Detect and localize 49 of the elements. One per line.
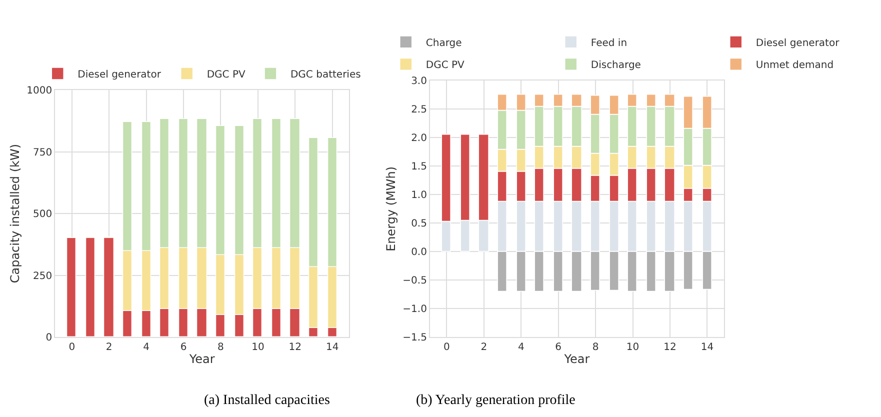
y-tick-label: −1.0 (402, 304, 427, 316)
y-axis-title: Capacity installed (kW) (8, 144, 22, 284)
y-tick-label: 1.5 (411, 162, 427, 173)
x-axis-title: Year (188, 352, 215, 366)
legend-label: Diesel generator (78, 69, 162, 80)
legend-label: Discharge (590, 60, 641, 72)
y-tick-label: 750 (33, 147, 52, 158)
legend-label: Unmet demand (756, 60, 834, 72)
y-tick-label: −0.5 (402, 276, 427, 287)
y-axis-title: Energy (MWh) (384, 166, 398, 252)
x-tick-label: 4 (518, 342, 524, 354)
x-tick-label: 0 (68, 342, 76, 354)
y-tick-label: 2.5 (411, 104, 427, 116)
x-tick-label: 12 (664, 342, 676, 354)
y-tick-label: −1.5 (402, 332, 427, 344)
x-tick-label: 14 (700, 342, 714, 354)
x-tick-label: 2 (106, 342, 112, 354)
x-axis-title: Year (563, 352, 590, 366)
x-tick-label: 10 (252, 342, 264, 354)
legend-label: DGC PV (426, 60, 465, 72)
x-tick-label: 8 (218, 342, 224, 354)
legend-label: Diesel generator (756, 38, 840, 49)
x-tick-label: 10 (626, 342, 640, 354)
y-tick-label: 500 (33, 209, 52, 220)
x-tick-label: 14 (326, 342, 339, 354)
y-tick-label: 0.0 (411, 247, 427, 258)
y-tick-label: 250 (33, 270, 52, 282)
x-tick-label: 0 (444, 342, 450, 354)
x-tick-label: 2 (480, 342, 488, 354)
x-tick-label: 4 (143, 342, 150, 354)
legend-label: Charge (426, 38, 462, 49)
y-tick-label: 3.0 (411, 76, 427, 88)
y-tick-label: 1000 (26, 86, 52, 97)
x-tick-label: 12 (288, 342, 302, 354)
legend-label: DGC PV (206, 69, 246, 80)
y-tick-label: 2.0 (411, 133, 427, 144)
y-tick-label: 1.0 (411, 190, 427, 202)
bar (66, 237, 76, 338)
y-tick-label: 0 (46, 332, 52, 344)
bar (103, 237, 114, 338)
text: (a) Installed capacities (204, 393, 330, 408)
legend-label: DGC batteries (290, 69, 361, 80)
x-tick-label: 6 (555, 342, 562, 354)
y-tick-label: 0.5 (411, 218, 427, 230)
text: (b) Yearly generation profile (416, 393, 576, 408)
bar (85, 237, 96, 338)
x-tick-label: 6 (180, 342, 187, 354)
legend-label: Feed in (590, 38, 628, 49)
x-tick-label: 8 (592, 342, 599, 354)
